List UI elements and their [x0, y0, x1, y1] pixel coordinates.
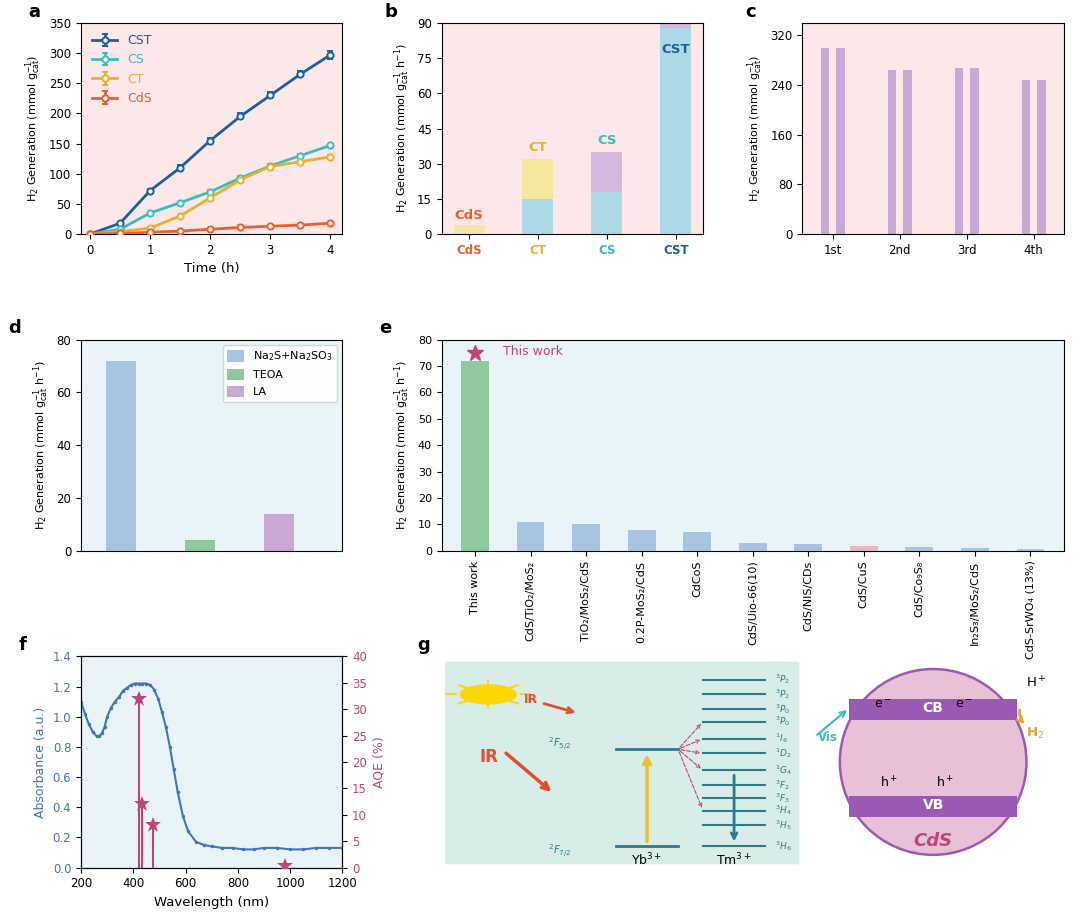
- Text: $^3F_2$: $^3F_2$: [774, 778, 789, 792]
- Text: CST: CST: [661, 43, 690, 56]
- Text: IR: IR: [524, 693, 538, 706]
- Text: CdS: CdS: [914, 833, 953, 850]
- Text: f: f: [18, 636, 26, 654]
- Text: $^3H_4$: $^3H_4$: [774, 803, 792, 817]
- Bar: [961, 548, 989, 551]
- Bar: [454, 225, 485, 234]
- Bar: [660, 28, 691, 234]
- Ellipse shape: [840, 669, 1026, 855]
- Text: d: d: [8, 319, 21, 337]
- Bar: [905, 547, 933, 551]
- Text: IR: IR: [480, 748, 498, 766]
- Text: Vis: Vis: [818, 731, 838, 744]
- Bar: [627, 530, 656, 551]
- Text: $^3P_0$: $^3P_0$: [774, 714, 789, 729]
- FancyBboxPatch shape: [445, 662, 799, 865]
- Y-axis label: Absorbance (a.u.): Absorbance (a.u.): [33, 706, 46, 818]
- Text: $^3H_6$: $^3H_6$: [774, 839, 792, 853]
- Bar: [836, 48, 845, 234]
- Text: c: c: [745, 3, 756, 20]
- FancyBboxPatch shape: [849, 699, 1017, 720]
- Text: h$^+$: h$^+$: [880, 775, 899, 790]
- Legend: Na$_2$S+Na$_2$SO$_3$, TEOA, LA: Na$_2$S+Na$_2$SO$_3$, TEOA, LA: [222, 345, 337, 402]
- Bar: [970, 68, 978, 234]
- X-axis label: Wavelength (nm): Wavelength (nm): [154, 896, 269, 909]
- Bar: [1022, 80, 1030, 234]
- Text: $^3P_2$: $^3P_2$: [774, 672, 789, 687]
- Bar: [523, 199, 553, 234]
- Bar: [739, 543, 767, 551]
- Y-axis label: H$_2$ Generation (mmol $\mathregular{g_{cat}^{-1}\ h^{-1}}$): H$_2$ Generation (mmol $\mathregular{g_{…: [392, 43, 411, 214]
- Text: $^1D_2$: $^1D_2$: [774, 746, 792, 760]
- Bar: [684, 532, 711, 551]
- Bar: [106, 361, 136, 551]
- Text: H$^+$: H$^+$: [1026, 676, 1048, 691]
- Bar: [955, 68, 963, 234]
- Y-axis label: AQE (%): AQE (%): [373, 736, 386, 788]
- Bar: [795, 544, 822, 551]
- Y-axis label: H$_2$ Generation (mmol $\mathregular{g_{cat}^{-1}\ h^{-1}}$): H$_2$ Generation (mmol $\mathregular{g_{…: [31, 360, 51, 531]
- Text: Yb$^{3+}$: Yb$^{3+}$: [632, 852, 663, 868]
- FancyBboxPatch shape: [849, 796, 1017, 817]
- Text: $^3H_5$: $^3H_5$: [774, 818, 792, 832]
- Text: CdS: CdS: [455, 209, 484, 222]
- Bar: [264, 514, 294, 551]
- Text: $^3P_2$: $^3P_2$: [774, 688, 789, 701]
- Text: h$^+$: h$^+$: [936, 775, 955, 790]
- Bar: [572, 524, 600, 551]
- Text: $^3F_3$: $^3F_3$: [774, 790, 789, 804]
- Text: $^2F_{7/2}$: $^2F_{7/2}$: [548, 842, 571, 858]
- Text: g: g: [417, 636, 430, 654]
- Text: e: e: [379, 319, 392, 337]
- Bar: [821, 48, 829, 234]
- Text: This work: This work: [503, 345, 563, 358]
- Text: $^1I_6$: $^1I_6$: [774, 732, 787, 745]
- Text: $^3P_0$: $^3P_0$: [774, 702, 789, 716]
- Bar: [660, 0, 691, 28]
- Bar: [592, 192, 622, 234]
- Bar: [516, 521, 544, 551]
- Bar: [1037, 80, 1045, 234]
- Text: CB: CB: [922, 701, 944, 715]
- Y-axis label: H$_2$ Generation (mmol $\mathregular{g_{cat}^{-1}}$): H$_2$ Generation (mmol $\mathregular{g_{…: [745, 55, 765, 202]
- Y-axis label: H$_2$ Generation (mmol $\mathregular{g_{cat}^{-1}}$): H$_2$ Generation (mmol $\mathregular{g_{…: [24, 55, 43, 202]
- Bar: [1016, 549, 1044, 551]
- Circle shape: [460, 685, 516, 704]
- Bar: [888, 70, 896, 234]
- Text: a: a: [29, 3, 41, 20]
- X-axis label: Time (h): Time (h): [184, 263, 240, 275]
- Bar: [523, 159, 553, 199]
- Bar: [850, 545, 878, 551]
- Bar: [903, 70, 912, 234]
- Text: e$^-$: e$^-$: [955, 698, 973, 711]
- Text: H$_2$: H$_2$: [1026, 725, 1044, 741]
- Text: $^2F_{5/2}$: $^2F_{5/2}$: [548, 735, 571, 752]
- Text: CT: CT: [528, 141, 548, 154]
- Bar: [461, 361, 489, 551]
- Text: e$^-$: e$^-$: [874, 698, 892, 711]
- Text: Tm$^{3+}$: Tm$^{3+}$: [716, 852, 752, 868]
- Bar: [185, 540, 215, 551]
- Text: b: b: [384, 3, 397, 20]
- Text: VB: VB: [922, 799, 944, 812]
- Bar: [592, 152, 622, 192]
- Text: CS: CS: [597, 134, 617, 147]
- Legend: CST, CS, CT, CdS: CST, CS, CT, CdS: [87, 29, 157, 110]
- Text: $^1G_4$: $^1G_4$: [774, 763, 792, 777]
- Y-axis label: H$_2$ Generation (mmol $\mathregular{g_{cat}^{-1}\ h^{-1}}$): H$_2$ Generation (mmol $\mathregular{g_{…: [393, 360, 413, 531]
